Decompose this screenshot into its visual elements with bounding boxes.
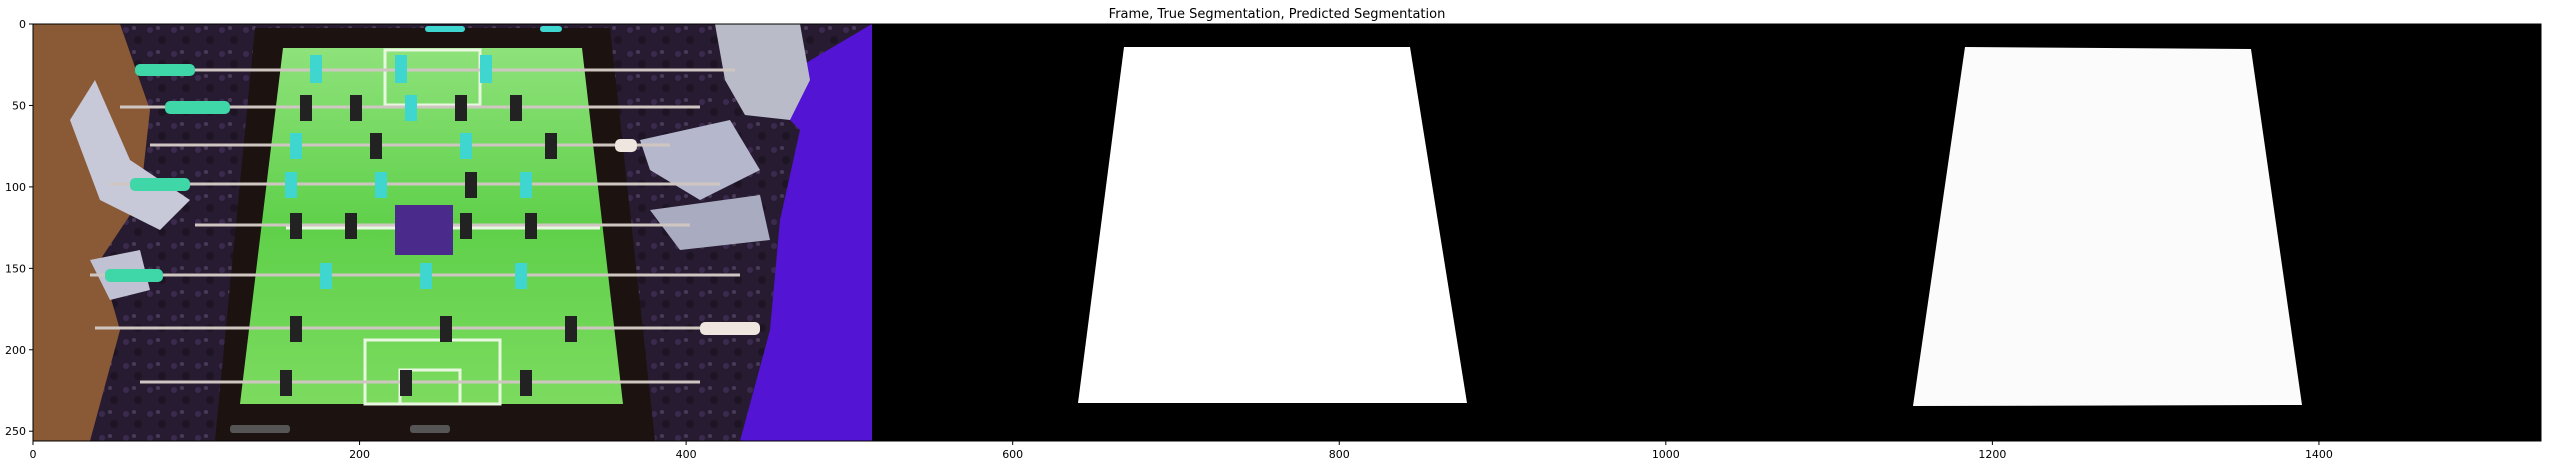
x-tick-label: 1200 (1978, 448, 2006, 461)
axes-border (32, 23, 2542, 442)
figure-title: Frame, True Segmentation, Predicted Segm… (1109, 7, 1446, 22)
true-segmentation-mask (1078, 47, 1467, 403)
right-player-arm2 (650, 195, 770, 250)
x-axis: 0 200 400 600 800 1000 1200 1400 (30, 441, 2333, 461)
center-logo (395, 205, 453, 255)
x-tick-label: 1000 (1652, 448, 1680, 461)
y-tick-label: 100 (5, 181, 26, 194)
x-tick-label: 600 (1002, 448, 1023, 461)
x-tick-label: 400 (676, 448, 697, 461)
y-tick-label: 200 (5, 344, 26, 357)
foosball-figures (280, 55, 577, 396)
y-axis: 0 50 100 150 200 250 (5, 18, 33, 438)
left-player-arm (70, 80, 190, 230)
right-player-arm (640, 120, 760, 200)
x-tick-label: 1400 (2305, 448, 2333, 461)
x-tick-label: 200 (349, 448, 370, 461)
frame-panel (33, 24, 872, 441)
left-player-body (33, 24, 150, 441)
y-tick-label: 150 (5, 262, 26, 275)
y-tick-label: 250 (5, 425, 26, 438)
x-tick-label: 800 (1329, 448, 1350, 461)
rod-handles (105, 64, 760, 335)
y-tick-label: 0 (19, 18, 26, 31)
x-tick-label: 0 (30, 448, 37, 461)
right-player-head (715, 24, 810, 120)
predicted-segmentation-mask (1913, 47, 2302, 406)
score-beads (230, 26, 562, 433)
y-tick-label: 50 (12, 99, 26, 112)
right-player-shirt (740, 24, 872, 441)
